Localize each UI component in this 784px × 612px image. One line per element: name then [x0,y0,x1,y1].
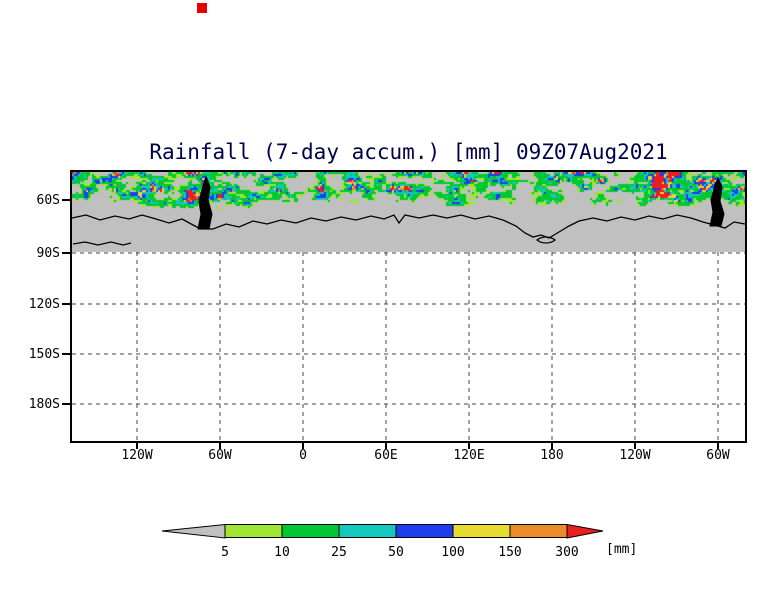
axis-tick [634,443,636,449]
rainfall-shading-layer [72,172,745,252]
grid-lines [72,172,745,441]
colorbar-segment [338,524,397,538]
coastline-layer [72,175,745,246]
colorbar-threshold-label: 50 [388,545,404,560]
y-tick-label: 120S [28,297,60,312]
antarctic-coast-path [72,214,745,239]
axis-tick [468,443,470,449]
colorbar-segment [395,524,454,538]
axis-tick [62,252,70,254]
x-tick-label: 120W [121,448,153,463]
colorbar-threshold-label: 10 [274,545,290,560]
colorbar-segment [452,524,511,538]
y-tick-label: 180S [28,397,60,412]
colorbar-threshold-label: 5 [221,545,229,560]
axis-tick [717,443,719,449]
axis-tick [62,199,70,201]
chart-title: Rainfall (7-day accum.) [mm] 09Z07Aug202… [149,140,668,164]
y-tick-label: 60S [36,193,60,208]
colorbar-threshold-label: 150 [498,545,521,560]
axis-tick [302,443,304,449]
x-tick-label: 120W [619,448,651,463]
colorbar: 5 10 25 50 100 150 300 [161,524,604,560]
y-tick-label: 90S [36,246,60,261]
island-contour [72,241,132,246]
island-contour [536,236,556,244]
axis-tick [385,443,387,449]
x-tick-label: 60W [706,448,730,463]
axis-tick [62,353,70,355]
colorbar-threshold-label: 100 [441,545,464,560]
colorbar-segment [509,524,568,538]
colorbar-threshold-label: 300 [555,545,578,560]
red-edge-mark [197,3,207,13]
x-tick-label: 120E [453,448,485,463]
peninsula-shape [197,175,213,230]
colorbar-segment [281,524,340,538]
x-tick-label: 0 [299,448,307,463]
peninsula-shape [709,176,725,227]
y-tick-label: 150S [28,347,60,362]
colorbar-left-arrow [161,524,226,539]
axis-tick [62,303,70,305]
x-tick-label: 60W [208,448,232,463]
colorbar-threshold-label: 25 [331,545,347,560]
colorbar-units-label: [mm] [606,542,638,557]
colorbar-right-arrow [566,524,604,539]
axis-tick [136,443,138,449]
x-tick-label: 60E [374,448,398,463]
colorbar-segment [224,524,283,538]
x-tick-label: 180 [540,448,564,463]
axis-tick [62,403,70,405]
axis-tick [551,443,553,449]
axis-tick [219,443,221,449]
map-plot-area [70,170,747,443]
